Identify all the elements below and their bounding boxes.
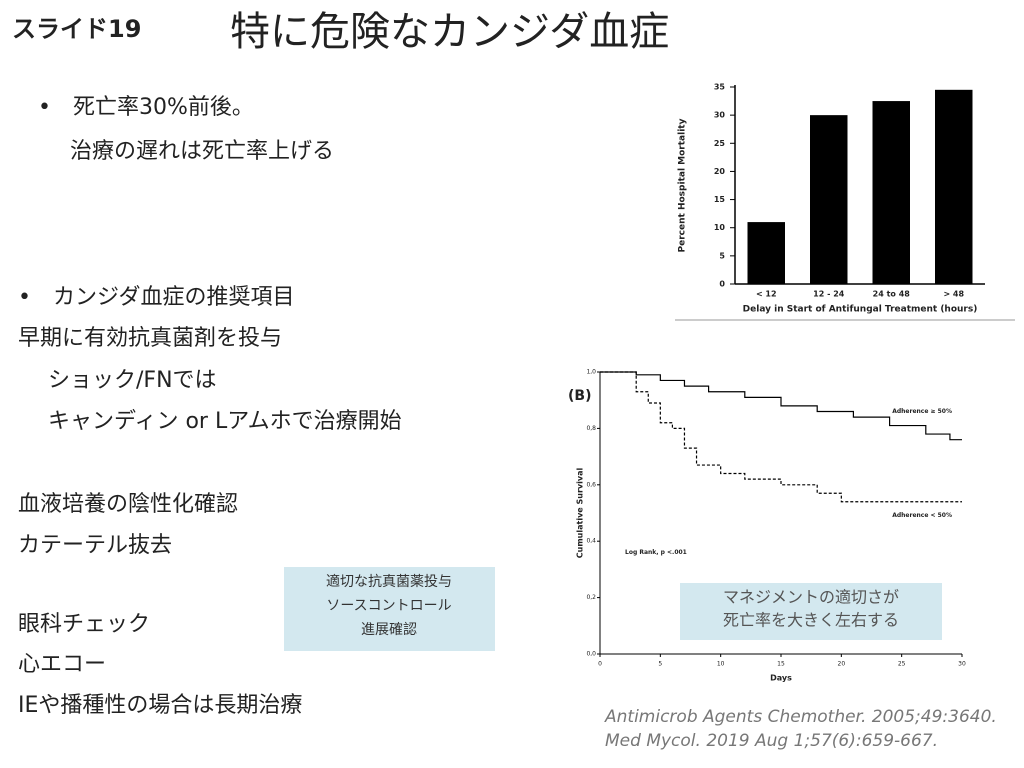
callout-line: 進展確認 [361, 622, 417, 638]
x-tick-label: 30 [958, 661, 966, 668]
survival-line [600, 371, 962, 441]
body-line: キャンディン or Lアムホで治療開始 [48, 409, 402, 434]
y-tick-label: 0,0 [586, 651, 596, 658]
body-line: カテーテル抜去 [18, 533, 172, 558]
y-tick-label: 5 [719, 251, 725, 260]
callout-box [284, 567, 495, 651]
y-tick-label: 0,6 [586, 481, 596, 488]
y-tick-label: 15 [714, 195, 726, 204]
y-tick-label: 0,8 [586, 425, 596, 432]
series-label: Adherence < 50% [892, 512, 952, 519]
citation: Antimicrob Agents Chemother. 2005;49:364… [604, 707, 997, 727]
y-tick-label: 25 [714, 139, 726, 148]
survival-line [600, 371, 962, 503]
y-tick-label: 30 [714, 111, 726, 120]
body-line: 早期に有効抗真菌剤を投与 [18, 326, 282, 351]
note-line: 死亡率を大きく左右する [723, 611, 899, 630]
x-tick-label: 25 [898, 661, 906, 668]
bar [872, 101, 910, 284]
x-tick-label: > 48 [943, 290, 964, 299]
y-tick-label: 1,0 [586, 369, 596, 376]
x-axis-label: Delay in Start of Antifungal Treatment (… [743, 305, 978, 315]
bar [935, 89, 973, 284]
body-line: 眼科チェック [18, 612, 150, 637]
x-tick-label: 15 [777, 661, 785, 668]
x-tick-label: < 12 [756, 290, 777, 299]
y-axis-label: Cumulative Survival [576, 468, 585, 559]
series-label: Adherence ≥ 50% [892, 408, 952, 415]
citation: Med Mycol. 2019 Aug 1;57(6):659-667. [605, 731, 938, 751]
y-tick-label: 0 [719, 280, 725, 289]
body-line: IEや播種性の場合は長期治療 [18, 693, 302, 718]
y-tick-label: 35 [714, 83, 726, 92]
bar [810, 115, 848, 285]
y-axis-label: Percent Hospital Mortality [678, 118, 688, 252]
body-line: ショック/FNでは [48, 368, 217, 393]
body-line: 心エコー [18, 652, 106, 677]
body-line: • 死亡率30%前後。 [38, 95, 254, 120]
callout-line: ソースコントロール [326, 598, 451, 614]
x-axis-label: Days [770, 674, 792, 683]
x-tick-label: 24 to 48 [873, 290, 911, 299]
body-line: 治療の遅れは死亡率上げる [70, 139, 334, 164]
charts: 0 5 10 15 20 25 30 35 < 12 12 - 24 24 to 48 > 48 Del… [568, 83, 985, 683]
y-tick-label: 20 [714, 167, 726, 176]
x-tick-label: 0 [598, 661, 602, 668]
body-line: 血液培養の陰性化確認 [18, 492, 238, 517]
chart-title: (B) [568, 388, 591, 404]
slide-label: スライド19 [12, 15, 141, 43]
y-tick-label: 0,2 [586, 594, 596, 601]
body-line: • カンジダ血症の推奨項目 [18, 285, 295, 310]
callout-line: 適切な抗真菌薬投与 [326, 573, 452, 590]
note-line: マネジメントの適切さが [723, 588, 899, 607]
annotation: Log Rank, p <.001 [625, 549, 687, 556]
slide-title: 特に危険なカンジダ血症 [230, 9, 669, 55]
x-tick-label: 12 - 24 [813, 290, 845, 299]
x-tick-label: 10 [717, 661, 725, 668]
x-tick-label: 5 [658, 661, 662, 668]
x-tick-label: 20 [838, 661, 846, 668]
bar [747, 222, 785, 284]
y-tick-label: 0,4 [586, 538, 596, 545]
note-box [680, 583, 942, 640]
y-tick-label: 10 [714, 223, 726, 232]
